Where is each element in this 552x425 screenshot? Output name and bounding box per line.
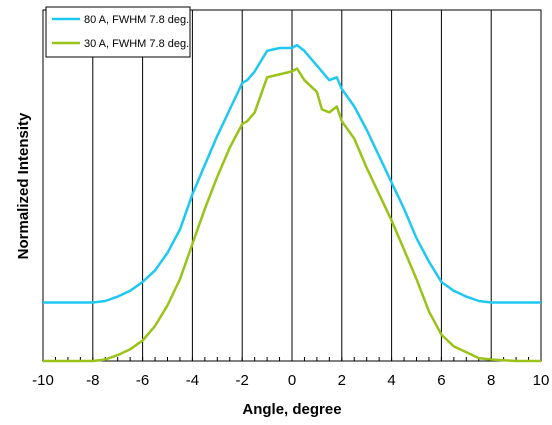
- series-line-0: [43, 43, 541, 304]
- x-tick-labels: -10 -8 -6 -4 -2 0 2 4 6 8 10: [32, 372, 549, 389]
- x-tick-label: 0: [288, 372, 296, 389]
- x-tick-label: 8: [487, 372, 495, 389]
- x-tick-label: 2: [338, 372, 346, 389]
- series-line-1: [43, 67, 541, 363]
- legend-label-30a: 30 A, FWHM 7.8 deg.: [84, 38, 189, 50]
- x-tick-label: -4: [186, 372, 199, 389]
- x-tick-label: 4: [387, 372, 395, 389]
- x-axis-title: Angle, degree: [242, 401, 341, 418]
- legend-label-80a: 80 A, FWHM 7.8 deg.: [84, 14, 189, 26]
- x-tick-label: -8: [86, 372, 99, 389]
- x-tick-label: 6: [437, 372, 445, 389]
- legend: 80 A, FWHM 7.8 deg. 30 A, FWHM 7.8 deg.: [45, 6, 191, 58]
- grid-lines: [42, 10, 542, 361]
- x-tick-label: -6: [136, 372, 149, 389]
- x-tick-label: 10: [533, 372, 550, 389]
- minor-ticks: [42, 357, 542, 361]
- y-axis-title: Normalized Intensity: [15, 112, 32, 259]
- x-tick-label: -2: [236, 372, 249, 389]
- series-lines: [43, 43, 541, 363]
- x-tick-label: -10: [32, 372, 54, 389]
- legend-box: [45, 6, 191, 58]
